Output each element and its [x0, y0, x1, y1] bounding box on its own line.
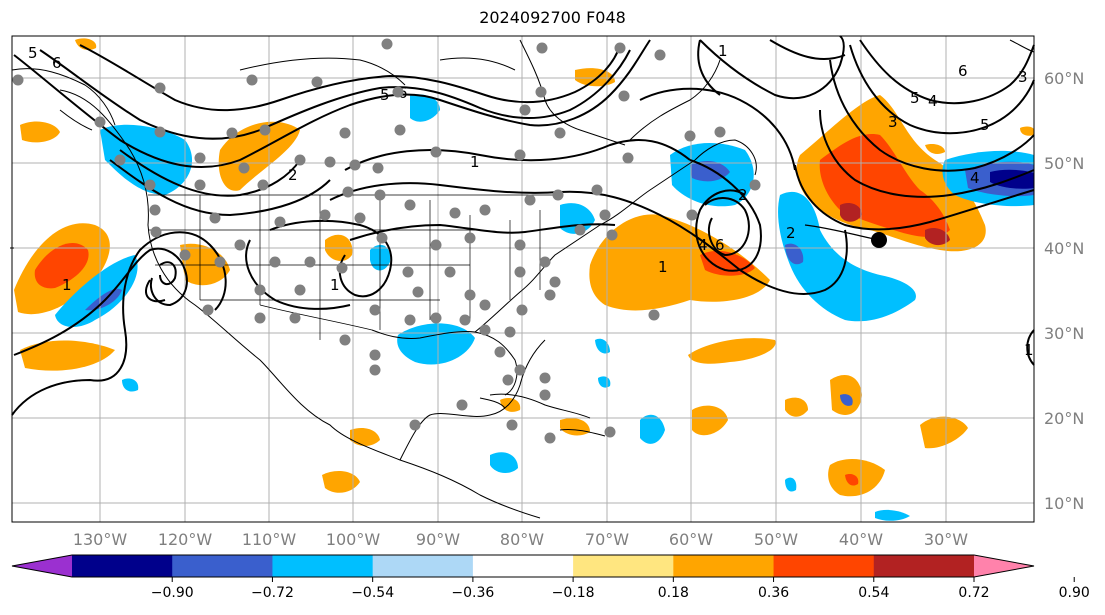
lon-label: 100°W — [326, 530, 381, 549]
contour-label: 1 — [470, 153, 480, 171]
colorbar-segment — [873, 555, 975, 577]
colorbar-extend-high — [974, 555, 1034, 577]
contour-label: 4 — [928, 92, 938, 110]
contour-label: 1 — [1024, 341, 1034, 359]
colorbar-tick-label: −0.90 — [151, 585, 194, 601]
colorbar-segment — [673, 555, 775, 577]
colorbar-tick-label: −0.54 — [351, 585, 394, 601]
lon-label: 130°W — [73, 530, 128, 549]
latitude-labels: 60°N 50°N 40°N 30°N 20°N 10°N — [1044, 69, 1084, 513]
longitude-labels: 130°W 120°W 110°W 100°W 90°W 80°W 70°W 6… — [73, 530, 968, 549]
contour-label: 1 — [658, 258, 668, 276]
colorbar-segment — [472, 555, 574, 577]
lon-label: 30°W — [924, 530, 968, 549]
contour-label: 5 — [380, 86, 390, 104]
map-frame — [11, 35, 1035, 523]
colorbar-tick-label: −0.18 — [552, 585, 595, 601]
contour-label: 5 — [980, 116, 990, 134]
contour-label: 1 — [330, 276, 340, 294]
lon-label: 40°W — [839, 530, 883, 549]
contour-label: 5 — [910, 89, 920, 107]
lon-label: 110°W — [242, 530, 297, 549]
map-title: 2024092700 F048 — [479, 8, 626, 27]
contour-label: 6 — [958, 62, 968, 80]
observation-dots — [12, 38, 761, 444]
contour-label: 3 — [1018, 68, 1028, 86]
height-contours — [11, 35, 1035, 416]
colorbar-segment — [372, 555, 474, 577]
lon-label: 120°W — [158, 530, 213, 549]
contour-label: 1 — [62, 276, 72, 294]
colorbar-tick-label: −0.36 — [451, 585, 494, 601]
contour-labels: 5 6 5 6 5 4 1 2 1 1 1 1 2 4 6 1 2 3 4 5 … — [28, 42, 1034, 359]
contour-label: 2 — [738, 186, 748, 204]
lon-label: 90°W — [416, 530, 460, 549]
lon-label: 60°W — [669, 530, 713, 549]
coastlines — [10, 39, 1035, 519]
contour-label: 5 — [28, 44, 38, 62]
colorbar-segment — [573, 555, 674, 577]
contour-label: 2 — [786, 224, 796, 242]
contour-label: 6 — [52, 54, 62, 72]
contour-label: 4 — [970, 169, 980, 187]
lat-label: 50°N — [1044, 154, 1084, 173]
track-line — [804, 224, 880, 241]
colorbar-tick-label: 0.72 — [958, 585, 989, 601]
colorbar-outline — [11, 554, 1035, 578]
colorbar-segment — [272, 555, 374, 577]
lat-label: 30°N — [1044, 324, 1084, 343]
lon-label: 80°W — [500, 530, 544, 549]
colorbar-tick-label: 0.90 — [1059, 585, 1090, 601]
contour-label: 1 — [718, 42, 728, 60]
contour-label: 2 — [288, 166, 298, 184]
lat-label: 10°N — [1044, 494, 1084, 513]
lat-label: 60°N — [1044, 69, 1084, 88]
lat-label: 40°N — [1044, 239, 1084, 258]
colorbar-tick-label: −0.72 — [251, 585, 294, 601]
contour-label: 3 — [888, 113, 898, 131]
colorbar-segment — [72, 555, 173, 577]
colorbar-segment — [773, 555, 875, 577]
map-panel: 5 6 5 6 5 4 1 2 1 1 1 1 2 4 6 1 2 3 4 5 … — [10, 35, 1035, 523]
lat-label: 20°N — [1044, 409, 1084, 428]
colorbar-extend-low — [12, 555, 72, 577]
colorbar-tick-label: 0.54 — [858, 585, 889, 601]
colorbar-tick-label: 0.36 — [758, 585, 789, 601]
contour-label: 6 — [715, 236, 725, 254]
colorbar-tick-label: 0.18 — [658, 585, 689, 601]
contour-label: 4 — [698, 236, 708, 254]
lon-label: 70°W — [585, 530, 629, 549]
colorbar-segment — [172, 555, 273, 577]
colorbar: −0.90 −0.72 −0.54 −0.36 −0.18 0.18 0.36 0.54 0.7… — [11, 554, 1090, 601]
lon-label: 50°W — [754, 530, 798, 549]
